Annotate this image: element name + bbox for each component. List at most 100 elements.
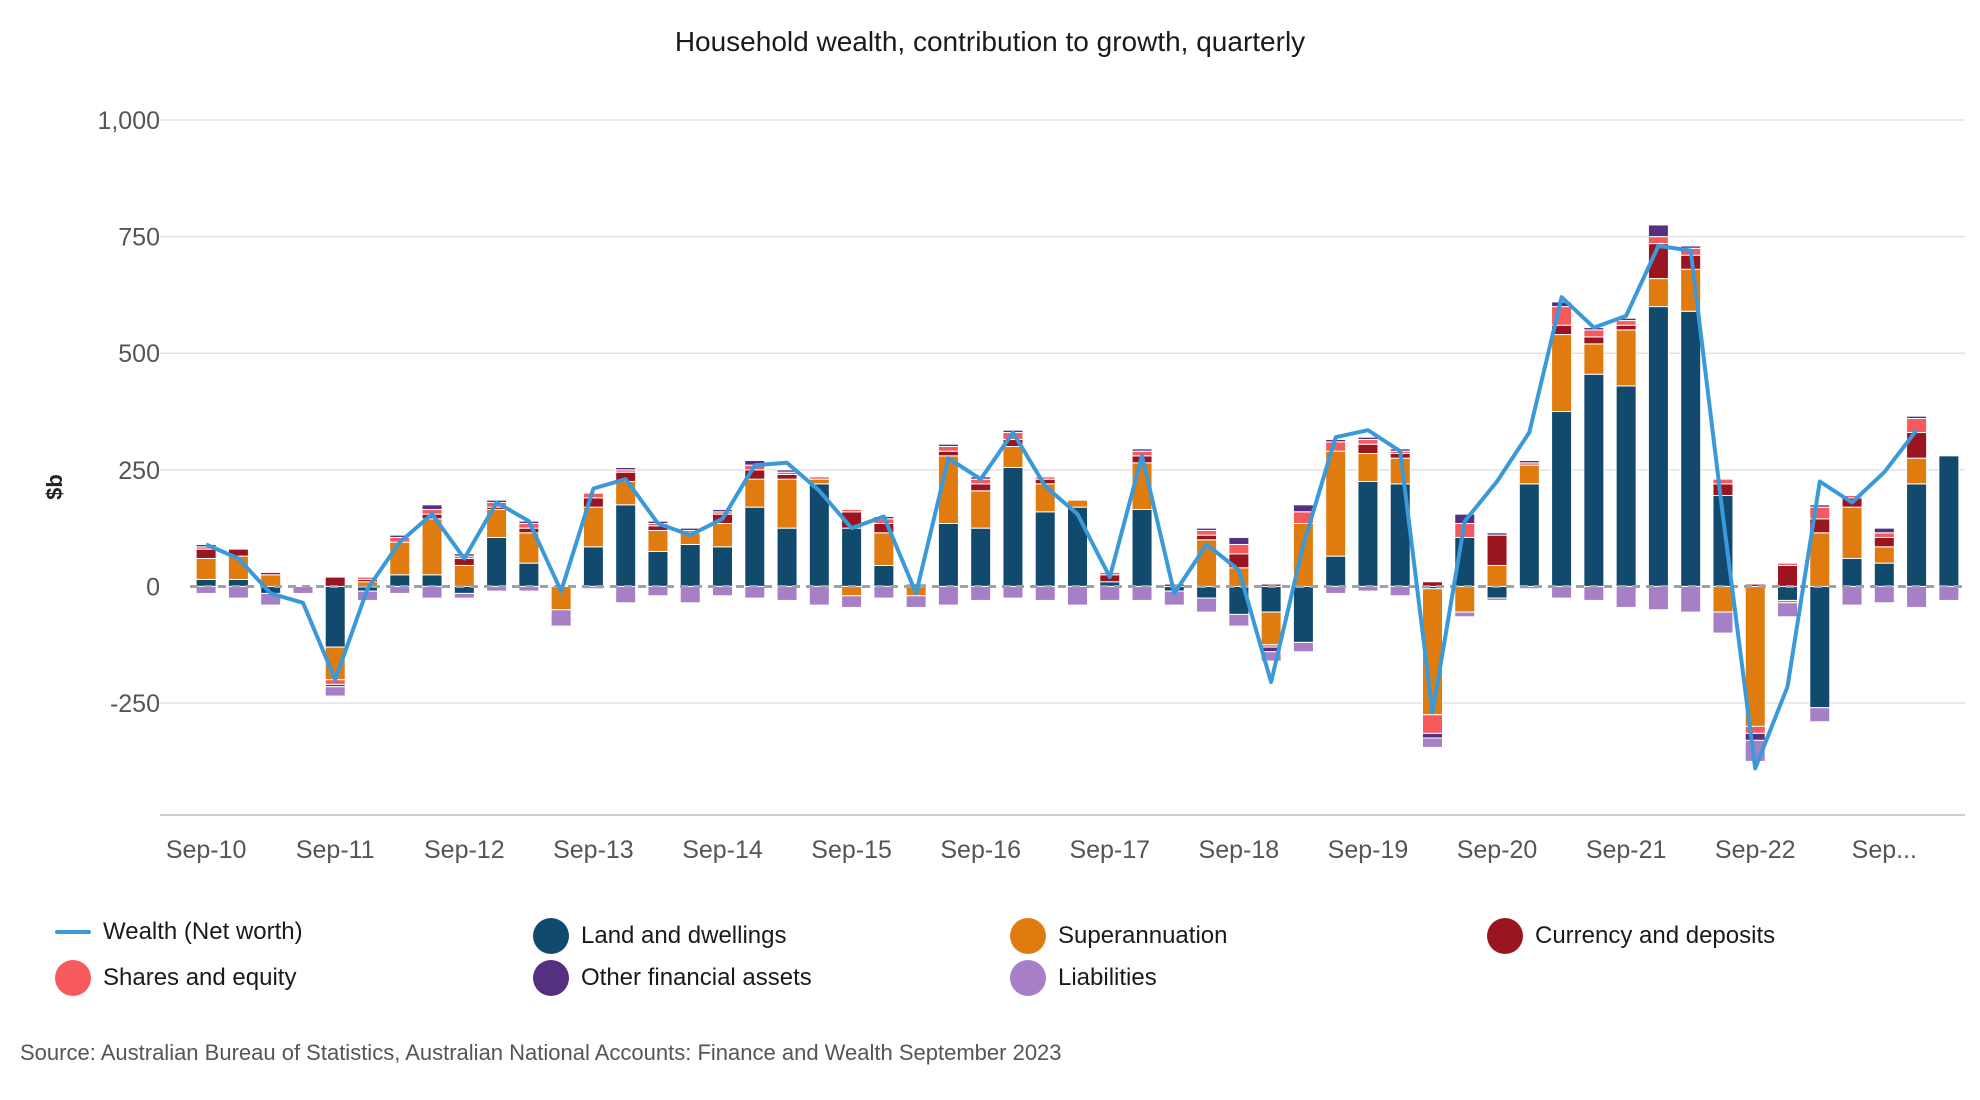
bar-segment (1292, 585, 1314, 643)
grid-lines (160, 119, 1965, 816)
bar-segment (324, 585, 346, 648)
legend-label: Wealth (Net worth) (103, 918, 303, 945)
x-tick-label: Sep-21 (1586, 836, 1667, 864)
bar-segment (1647, 585, 1669, 611)
bar-segment (486, 536, 508, 587)
legend-item[interactable]: Land and dwellings (533, 918, 787, 954)
bar-segment (1841, 557, 1863, 587)
bar-segment (615, 585, 637, 604)
bar-segment (1486, 564, 1508, 587)
bar-segment (937, 585, 959, 606)
bar-segment (615, 467, 637, 471)
bar-segment (389, 585, 411, 594)
wealth-line (205, 243, 1919, 771)
bar-segment (486, 585, 508, 592)
legend-label: Superannuation (1058, 922, 1228, 949)
y-tick-label: 0 (146, 573, 160, 601)
bar-segment (937, 443, 959, 448)
legend-item[interactable]: Wealth (Net worth) (55, 918, 303, 946)
bar-segment (1647, 224, 1669, 238)
bar-segment (1647, 236, 1669, 245)
bar-segment (1841, 585, 1863, 606)
bar-segment (1421, 581, 1444, 587)
legend-dot-swatch (1487, 918, 1523, 954)
bar-segment (1873, 585, 1895, 604)
x-tick-label: Sep-19 (1328, 836, 1409, 864)
bar-segment (1841, 506, 1863, 559)
y-tick-label: 1,000 (97, 107, 160, 135)
y-tick-label: 750 (118, 224, 160, 252)
x-tick-label: Sep-13 (553, 836, 634, 864)
legend-item[interactable]: Superannuation (1010, 918, 1227, 954)
bar-segment (711, 508, 734, 513)
bar-segment (1325, 555, 1347, 587)
x-tick-label: Sep-10 (166, 836, 247, 864)
legend-item[interactable]: Liabilities (1010, 960, 1157, 996)
bar-segment (453, 592, 475, 599)
bar-segment (1260, 611, 1282, 646)
legend-dot-swatch (1010, 918, 1046, 954)
y-tick-label: 500 (118, 340, 160, 368)
x-axis-ticks: Sep-10 Sep-11 Sep-12 Sep-13 Sep-14 Sep-15 Sep-… (166, 836, 1917, 864)
bar-segment (808, 476, 830, 480)
y-tick-label: 250 (118, 457, 160, 485)
source-note: Source: Australian Bureau of Statistics,… (20, 1040, 1062, 1065)
bar-segment (1647, 278, 1669, 308)
bar-segment (1615, 585, 1637, 608)
x-tick-label: Sep-20 (1457, 836, 1538, 864)
bar-segment (970, 490, 992, 529)
bar-segment (1034, 511, 1056, 587)
bar-segment (1809, 532, 1831, 587)
bar-segment (1873, 536, 1895, 548)
bar-segment (937, 446, 959, 452)
bar-segment (970, 585, 992, 601)
wealth-line-series (205, 243, 1919, 771)
legend-item[interactable]: Shares and equity (55, 960, 296, 996)
bar-segment (744, 478, 766, 508)
bar-segment (1357, 480, 1379, 587)
bar-segment (776, 527, 798, 587)
bar-segment (970, 483, 992, 492)
bar-segment (550, 609, 572, 627)
bar-segment (1906, 415, 1928, 420)
bar-segment (1486, 534, 1508, 566)
bar-segment (808, 585, 830, 606)
bar-segment (1357, 436, 1379, 441)
bar-segment (1551, 585, 1573, 599)
bar-segment (1518, 460, 1540, 464)
bar-segment (1712, 585, 1734, 613)
bar-segment (1906, 457, 1928, 485)
bar-segment (1938, 455, 1960, 587)
bar-series (195, 224, 1960, 762)
bar-segment (1357, 439, 1379, 445)
legend-dot-swatch (533, 960, 569, 996)
x-tick-label: Sep-17 (1069, 836, 1150, 864)
bar-segment (905, 595, 927, 608)
bar-segment (744, 585, 766, 599)
legend-dot-swatch (533, 918, 569, 954)
x-tick-label: Sep-18 (1199, 836, 1280, 864)
bar-segment (1357, 443, 1379, 455)
bar-segment (776, 585, 798, 601)
bar-segment (1873, 546, 1895, 564)
bar-segment (518, 562, 540, 587)
bar-segment (1034, 476, 1056, 480)
bar-segment (1873, 532, 1895, 538)
bar-segment (937, 522, 959, 587)
bar-segment (1776, 602, 1799, 618)
bar-segment (1454, 585, 1476, 613)
bar-segment (1551, 334, 1573, 413)
bar-segment (744, 506, 766, 587)
legend-dot-swatch (1010, 960, 1046, 996)
bar-segment (1131, 585, 1153, 601)
bar-segment (1776, 562, 1799, 566)
bar-segment (1228, 536, 1250, 545)
bar-segment (1712, 483, 1734, 496)
bar-segment (1809, 707, 1831, 723)
legend-item[interactable]: Other financial assets (533, 960, 812, 996)
x-tick-label: Sep-22 (1715, 836, 1796, 864)
bar-segment (1196, 529, 1218, 536)
legend-item[interactable]: Currency and deposits (1487, 918, 1775, 954)
bar-segment (1647, 306, 1669, 587)
